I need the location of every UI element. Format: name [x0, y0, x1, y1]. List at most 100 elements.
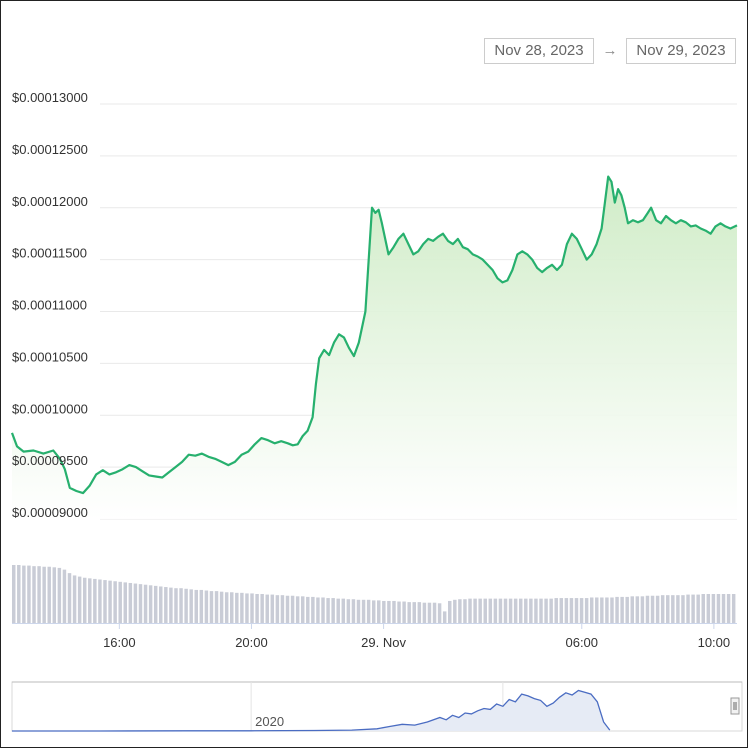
volume-bar [361, 599, 366, 623]
x-axis: 16:00 20:00 29. Nov 06:00 10:00 [103, 623, 730, 650]
volume-bar [589, 597, 594, 623]
volume-bar [412, 602, 416, 623]
volume-bar [681, 595, 685, 623]
navigator-handle[interactable] [730, 697, 740, 715]
volume-bar [37, 566, 41, 623]
volume-bar [67, 573, 72, 623]
volume-bar [169, 587, 173, 623]
volume-bar [98, 579, 102, 623]
volume-bar [143, 584, 148, 623]
volume-bar [402, 601, 406, 623]
volume-bar [42, 566, 46, 623]
date-from-input[interactable]: Nov 28, 2023 [484, 38, 594, 64]
volume-bar [721, 594, 726, 623]
volume-bar [539, 598, 543, 623]
volume-bar [128, 582, 133, 623]
volume-bar [82, 577, 87, 623]
volume-bar [666, 595, 670, 623]
volume-bar [397, 601, 401, 623]
y-tick-label: $0.00010000 [12, 401, 88, 416]
volume-bar [559, 598, 564, 623]
navigator-background [11, 681, 743, 732]
volume-bar [711, 594, 716, 623]
volume-bar [605, 597, 609, 623]
volume-bar [280, 595, 285, 623]
volume-bar [371, 600, 376, 623]
volume-bar [336, 598, 340, 623]
volume-bar [625, 596, 629, 623]
volume-bar [554, 598, 558, 623]
y-tick-label: $0.00013000 [12, 90, 88, 105]
volume-bar [453, 599, 457, 623]
volume-bar [22, 565, 26, 623]
volume-bar [726, 594, 731, 623]
volume-bar [219, 591, 224, 623]
volume-bar [351, 599, 356, 623]
volume-bar [326, 598, 330, 623]
volume-bar [27, 565, 31, 623]
volume-bar [189, 589, 193, 623]
navigator[interactable]: 20202022 [11, 681, 743, 732]
volume-bar [123, 582, 128, 623]
volume-bar [270, 594, 275, 623]
volume-bar [113, 581, 117, 623]
x-tick-label: 06:00 [565, 635, 598, 650]
volume-bar [316, 597, 320, 623]
volume-bar [133, 583, 138, 623]
volume-bar [448, 600, 452, 623]
volume-bar [230, 592, 234, 623]
volume-bar [524, 598, 528, 623]
y-tick-label: $0.00012000 [12, 194, 88, 209]
volume-bar [265, 594, 269, 623]
volume-bar [483, 598, 487, 623]
volume-bar [245, 593, 249, 623]
volume-bar [377, 600, 381, 623]
date-to-input[interactable]: Nov 29, 2023 [626, 38, 736, 64]
volume-bar [676, 595, 680, 623]
volume-bar [701, 594, 705, 623]
volume-bar [387, 600, 391, 623]
price-line [10, 175, 738, 495]
volume-bar [463, 599, 467, 623]
volume-bar [138, 584, 143, 623]
navigator-area [12, 690, 610, 731]
y-tick-label: $0.00009000 [12, 505, 88, 520]
volume-bar [174, 588, 178, 623]
volume-bar [584, 598, 589, 623]
volume-bar [77, 576, 82, 623]
volume-bar [549, 598, 553, 623]
y-tick-label: $0.00010500 [12, 349, 88, 364]
volume-bar [366, 599, 371, 623]
volume-bars [12, 565, 737, 624]
volume-bar [346, 599, 351, 623]
y-tick-label: $0.00012500 [12, 142, 88, 157]
y-tick-label: $0.00009500 [12, 453, 88, 468]
volume-bar [731, 594, 736, 623]
volume-bar [285, 595, 290, 623]
volume-bar [164, 587, 168, 623]
volume-bar [478, 598, 482, 623]
volume-bar [199, 589, 204, 623]
volume-bar [311, 596, 315, 623]
x-tick-label: 20:00 [235, 635, 268, 650]
volume-bar [224, 592, 229, 623]
volume-bar [493, 598, 498, 623]
volume-bar [442, 611, 447, 623]
volume-bar [321, 597, 325, 623]
x-tick-label: 29. Nov [361, 635, 406, 650]
volume-bar [595, 597, 599, 623]
volume-bar [610, 597, 614, 623]
volume-bar [306, 596, 310, 623]
y-axis: $0.00013000 $0.00012500 $0.00012000 $0.0001… [12, 90, 88, 520]
volume-bar [671, 595, 675, 623]
volume-bar [382, 600, 386, 623]
navigator-tick-label: 2020 [255, 714, 284, 729]
volume-bar [179, 588, 183, 623]
volume-bar [503, 598, 508, 623]
volume-bar [93, 578, 97, 623]
volume-bar [47, 566, 51, 623]
volume-bar [529, 598, 533, 623]
volume-bar [650, 595, 655, 623]
volume-bar [295, 596, 300, 623]
volume-bar [275, 595, 280, 623]
